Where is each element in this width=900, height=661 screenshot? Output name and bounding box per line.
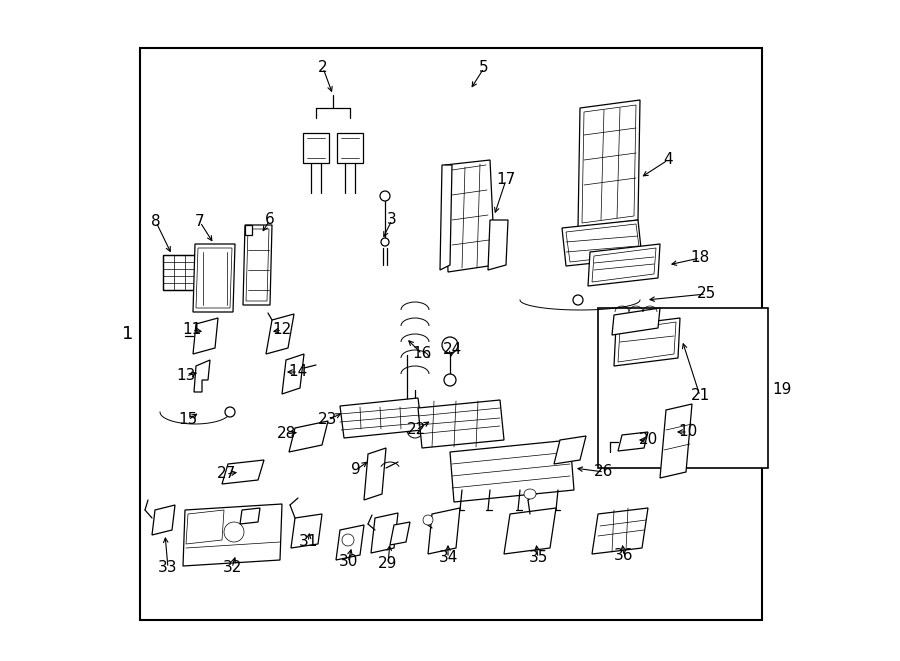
Ellipse shape — [423, 515, 433, 525]
Text: 16: 16 — [412, 346, 432, 362]
Text: 15: 15 — [178, 412, 198, 428]
Text: 6: 6 — [266, 212, 274, 227]
Polygon shape — [488, 220, 508, 270]
Polygon shape — [371, 513, 398, 553]
Text: 11: 11 — [183, 323, 202, 338]
Polygon shape — [243, 225, 272, 305]
Polygon shape — [282, 354, 304, 394]
Polygon shape — [592, 508, 648, 554]
Polygon shape — [222, 460, 264, 484]
Text: 22: 22 — [407, 422, 426, 438]
Polygon shape — [289, 421, 328, 452]
Text: 36: 36 — [614, 549, 634, 563]
Ellipse shape — [444, 374, 456, 386]
Text: 4: 4 — [663, 153, 673, 167]
Polygon shape — [504, 508, 556, 554]
Text: 14: 14 — [288, 364, 308, 379]
Text: 34: 34 — [438, 551, 458, 566]
Text: 5: 5 — [479, 61, 489, 75]
Text: 18: 18 — [690, 251, 709, 266]
Polygon shape — [163, 255, 196, 290]
Text: 12: 12 — [273, 323, 292, 338]
Text: 1: 1 — [122, 325, 134, 343]
Text: 29: 29 — [378, 557, 398, 572]
Bar — [598, 308, 768, 468]
Text: 35: 35 — [528, 551, 548, 566]
Text: 26: 26 — [594, 465, 614, 479]
Polygon shape — [152, 505, 175, 535]
Text: 30: 30 — [338, 555, 357, 570]
Text: 17: 17 — [497, 173, 516, 188]
Text: 25: 25 — [697, 286, 716, 301]
Ellipse shape — [381, 238, 389, 246]
Polygon shape — [562, 220, 642, 266]
Text: 8: 8 — [151, 215, 161, 229]
Ellipse shape — [225, 407, 235, 417]
Polygon shape — [183, 504, 282, 566]
Ellipse shape — [380, 191, 390, 201]
Polygon shape — [364, 448, 386, 500]
Ellipse shape — [224, 522, 244, 542]
Text: 24: 24 — [443, 342, 462, 358]
Polygon shape — [618, 432, 648, 451]
Polygon shape — [428, 508, 460, 554]
Ellipse shape — [573, 295, 583, 305]
Text: 32: 32 — [222, 561, 242, 576]
Polygon shape — [614, 318, 680, 366]
Text: 13: 13 — [176, 368, 195, 383]
Text: 9: 9 — [351, 463, 361, 477]
Polygon shape — [266, 314, 294, 354]
Polygon shape — [337, 133, 363, 163]
Polygon shape — [445, 160, 495, 272]
Polygon shape — [588, 244, 660, 286]
Polygon shape — [418, 400, 504, 448]
Text: 33: 33 — [158, 561, 178, 576]
Text: 28: 28 — [276, 426, 295, 442]
Text: 27: 27 — [216, 467, 236, 481]
Polygon shape — [303, 133, 329, 163]
Text: 3: 3 — [387, 212, 397, 227]
Polygon shape — [660, 404, 692, 478]
Polygon shape — [336, 525, 364, 560]
Text: 2: 2 — [319, 61, 328, 75]
Text: 21: 21 — [690, 389, 709, 403]
Ellipse shape — [342, 534, 354, 546]
Polygon shape — [340, 398, 422, 438]
Polygon shape — [193, 244, 235, 312]
Polygon shape — [193, 318, 218, 354]
Text: 31: 31 — [298, 535, 318, 549]
Polygon shape — [245, 225, 252, 235]
Polygon shape — [390, 522, 410, 545]
Polygon shape — [291, 514, 322, 548]
Text: 7: 7 — [195, 215, 205, 229]
Polygon shape — [612, 308, 660, 335]
Ellipse shape — [442, 337, 458, 353]
Polygon shape — [194, 360, 210, 392]
Polygon shape — [578, 100, 640, 228]
Ellipse shape — [524, 489, 536, 499]
Text: 19: 19 — [772, 383, 792, 397]
Polygon shape — [440, 165, 452, 270]
Polygon shape — [450, 440, 574, 502]
Text: 23: 23 — [319, 412, 338, 428]
Text: 20: 20 — [638, 432, 658, 447]
Text: 10: 10 — [679, 424, 698, 440]
Bar — [140, 48, 762, 620]
Polygon shape — [554, 436, 586, 464]
Polygon shape — [240, 508, 260, 524]
